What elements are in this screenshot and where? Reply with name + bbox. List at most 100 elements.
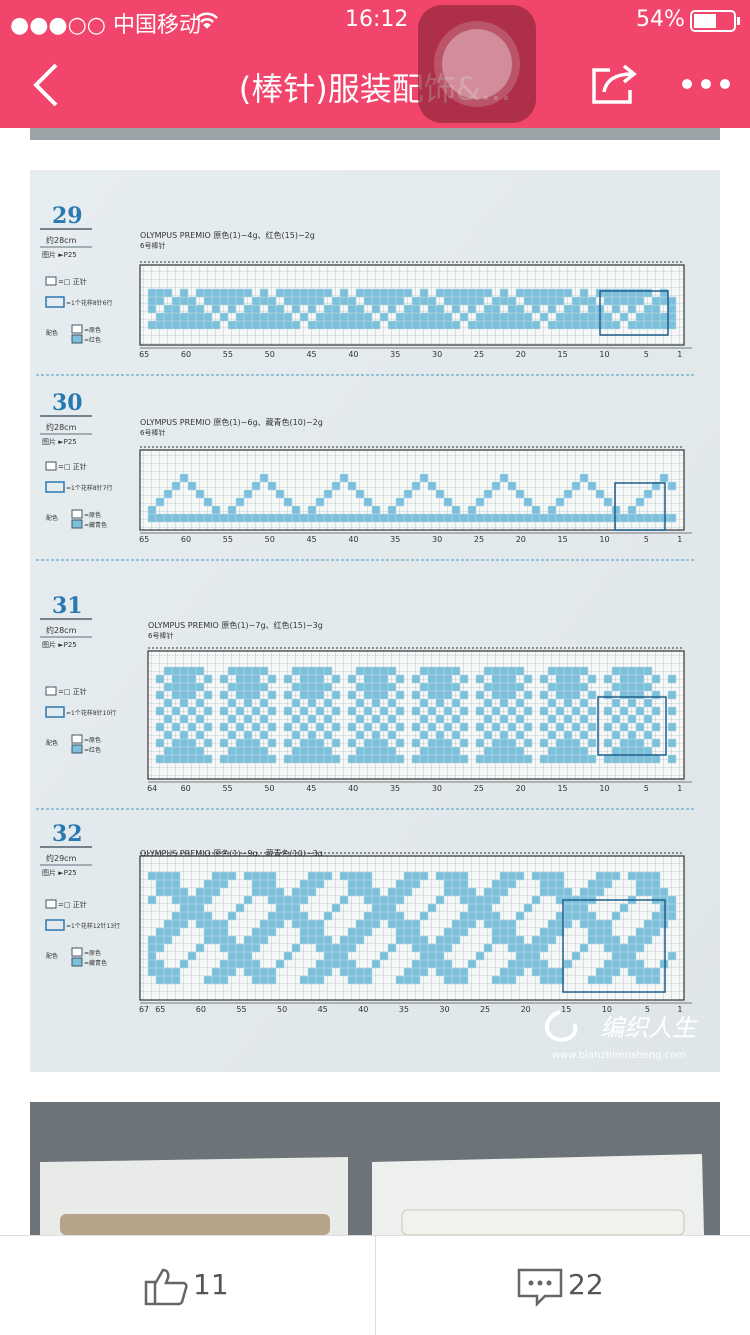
knit-swatch	[401, 1209, 685, 1235]
comment-count: 22	[568, 1268, 604, 1301]
axis-label: 50	[277, 1005, 287, 1014]
knit-swatch	[60, 1214, 330, 1235]
wifi-icon	[196, 12, 218, 29]
legend-key	[71, 734, 83, 744]
motif	[147, 473, 677, 523]
axis-label: 50	[265, 350, 275, 359]
repeat-box	[614, 482, 666, 531]
ref: 图片 ►P25	[42, 640, 77, 649]
legend-text: =原色	[84, 326, 101, 334]
repeat-box	[562, 899, 666, 993]
axis-label: 60	[181, 784, 191, 793]
share-button[interactable]	[590, 60, 640, 106]
pattern-number: 32	[52, 821, 83, 847]
time: 16:12	[345, 7, 409, 32]
axis-label: 55	[236, 1005, 246, 1014]
legend-key	[71, 334, 83, 344]
motif	[147, 871, 677, 985]
axis-label: 65	[155, 1005, 165, 1014]
axis-label: 25	[474, 350, 484, 359]
color-label: 配色	[46, 329, 58, 337]
legend-key	[45, 899, 57, 909]
legend-key	[71, 744, 83, 754]
axis-label: 67	[139, 1005, 149, 1014]
axis-label: 40	[348, 350, 358, 359]
repeat-box	[599, 290, 669, 336]
needle: 6号棒针	[140, 241, 165, 250]
legend-text: =□ 正针	[58, 462, 87, 471]
axis-label: 40	[348, 535, 358, 544]
axis-label: 15	[558, 350, 568, 359]
legend-key	[71, 519, 83, 529]
axis-label: 15	[557, 784, 567, 793]
axis-label: 55	[222, 784, 232, 793]
legend-key	[45, 706, 65, 718]
legend-key	[71, 947, 83, 957]
axis-label: 45	[306, 784, 316, 793]
axis-label: 20	[516, 535, 526, 544]
more-button[interactable]	[680, 76, 732, 92]
yarn: OLYMPUS PREMIO 原色(1)−4g、红色(15)−2g	[140, 230, 315, 240]
legend-text: =藏青色	[84, 521, 107, 529]
assistive-touch[interactable]	[418, 5, 536, 123]
legend-text: =原色	[84, 949, 101, 957]
previous-image	[30, 128, 720, 140]
axis-label: 35	[390, 350, 400, 359]
axis-label: 45	[306, 350, 316, 359]
axis-label: 1	[677, 535, 682, 544]
legend-key	[45, 919, 65, 931]
divider	[375, 1236, 376, 1335]
legend-key	[45, 686, 57, 696]
legend-text: =藏青色	[84, 959, 107, 967]
axis-label: 65	[139, 350, 149, 359]
legend-text: =原色	[84, 511, 101, 519]
like-icon[interactable]	[143, 1266, 189, 1306]
nav-bar: (棒针)服装配饰&...	[0, 40, 750, 128]
axis-label: 15	[561, 1005, 571, 1014]
size: 约28cm	[46, 625, 77, 635]
color-label: 配色	[46, 514, 58, 522]
axis-label: 35	[399, 1005, 409, 1014]
knit-photo	[30, 1102, 720, 1235]
ref: 图片 ►P25	[42, 250, 77, 259]
axis-label: 40	[358, 1005, 368, 1014]
axis-label: 45	[318, 1005, 328, 1014]
axis-label: 5	[644, 784, 649, 793]
legend-text: =□ 正针	[58, 900, 87, 909]
axis-label: 20	[521, 1005, 531, 1014]
ref: 图片 ►P25	[42, 868, 77, 877]
legend-key	[45, 296, 65, 308]
axis-label: 30	[432, 350, 442, 359]
color-label: 配色	[46, 739, 58, 747]
battery-level: 54%	[636, 7, 685, 32]
legend-text: =□ 正针	[58, 687, 87, 696]
axis-label: 1	[677, 350, 682, 359]
size: 约29cm	[46, 853, 77, 863]
comment-icon[interactable]	[515, 1266, 565, 1308]
legend-key	[45, 481, 65, 493]
watermark: 编织人生 www.bianzhirensheng.com	[544, 1010, 698, 1061]
watermark-logo: 编织人生	[600, 1014, 698, 1042]
axis-label: 5	[644, 535, 649, 544]
axis-label: 35	[390, 784, 400, 793]
carrier: ●●●○○ 中国移动	[10, 13, 201, 38]
motif	[155, 666, 677, 764]
axis-label: 40	[348, 784, 358, 793]
yarn: OLYMPUS PREMIO 原色(1)−6g、藏青色(10)−2g	[140, 417, 323, 427]
legend-key	[45, 461, 57, 471]
axis-label: 55	[223, 350, 233, 359]
needle: 6号棒针	[148, 631, 173, 640]
axis-label: 64	[147, 784, 157, 793]
axis-label: 25	[474, 784, 484, 793]
legend-text: =1个花样8针7行	[66, 484, 112, 492]
back-button[interactable]	[28, 62, 62, 108]
axis-label: 65	[139, 535, 149, 544]
yarn: OLYMPUS PREMIO 原色(1)−7g、红色(15)−3g	[148, 620, 323, 630]
pattern-number: 29	[52, 203, 83, 229]
axis-label: 1	[677, 1005, 682, 1014]
legend-text: =原色	[84, 736, 101, 744]
legend-key	[71, 509, 83, 519]
axis-label: 15	[558, 535, 568, 544]
axis-label: 55	[223, 535, 233, 544]
legend-text: =1个花样8针10行	[66, 709, 116, 717]
